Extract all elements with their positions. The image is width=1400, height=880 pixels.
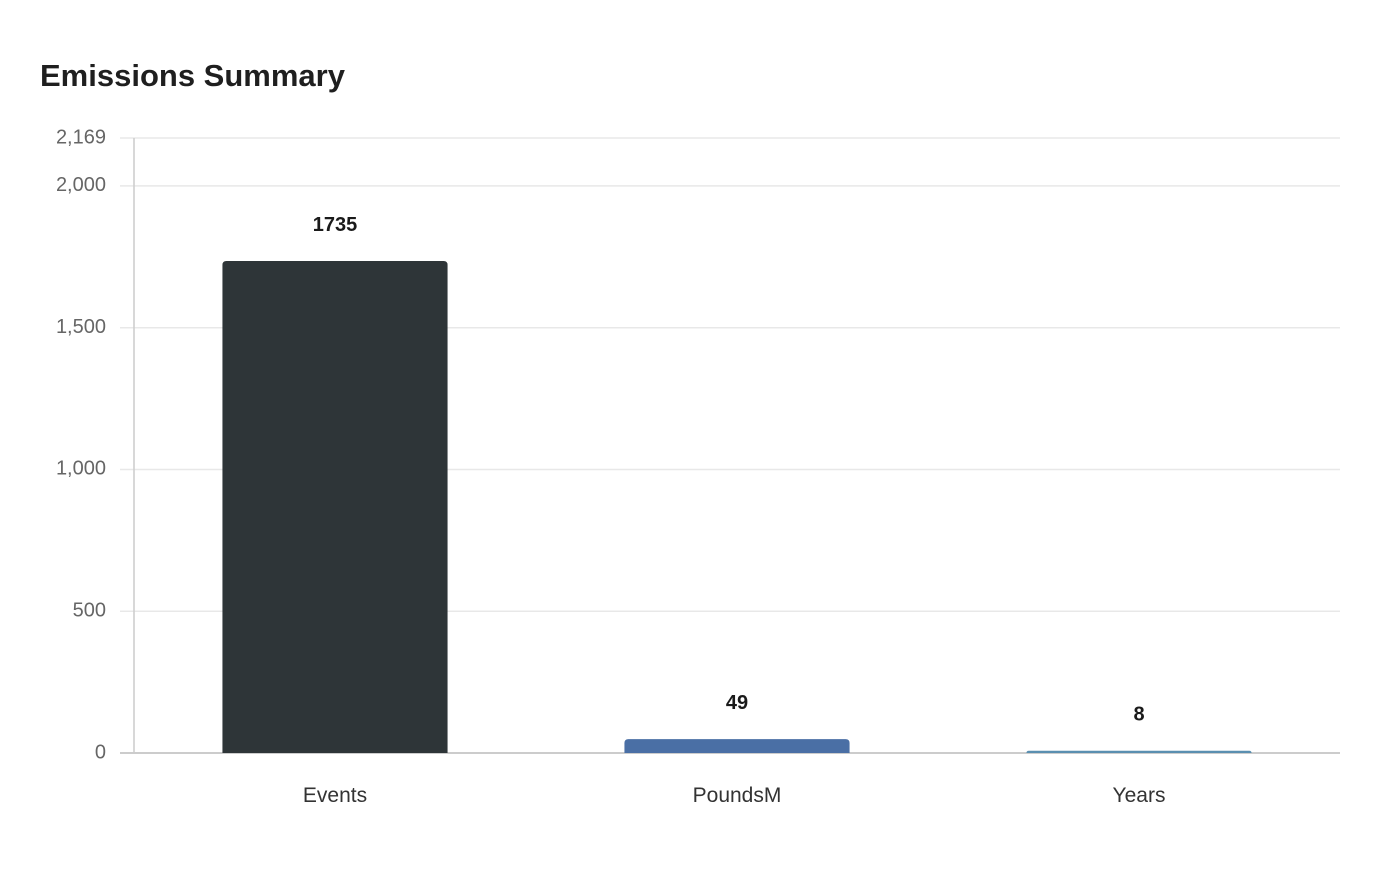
y-tick-label: 500 bbox=[73, 600, 106, 622]
data-label: 1735 bbox=[313, 214, 358, 236]
y-tick-label: 2,169 bbox=[56, 126, 106, 148]
bars bbox=[222, 261, 1252, 753]
chart-title: Emissions Summary bbox=[40, 58, 345, 93]
data-label: 8 bbox=[1133, 704, 1144, 726]
data-label: 49 bbox=[726, 692, 748, 714]
y-tick-label: 2,000 bbox=[56, 174, 106, 196]
y-tick-label: 1,500 bbox=[56, 316, 106, 338]
x-tick-label: PoundsM bbox=[693, 784, 782, 807]
bar-poundsm[interactable] bbox=[624, 739, 850, 753]
y-tick-label: 1,000 bbox=[56, 458, 106, 480]
bar-events[interactable] bbox=[222, 261, 448, 753]
bar-years[interactable] bbox=[1026, 750, 1252, 753]
y-tick-label: 0 bbox=[95, 741, 106, 763]
labels: 1735 Events 49 PoundsM 8 Years bbox=[303, 214, 1166, 807]
x-tick-label: Years bbox=[1113, 784, 1166, 807]
x-tick-label: Events bbox=[303, 784, 367, 807]
